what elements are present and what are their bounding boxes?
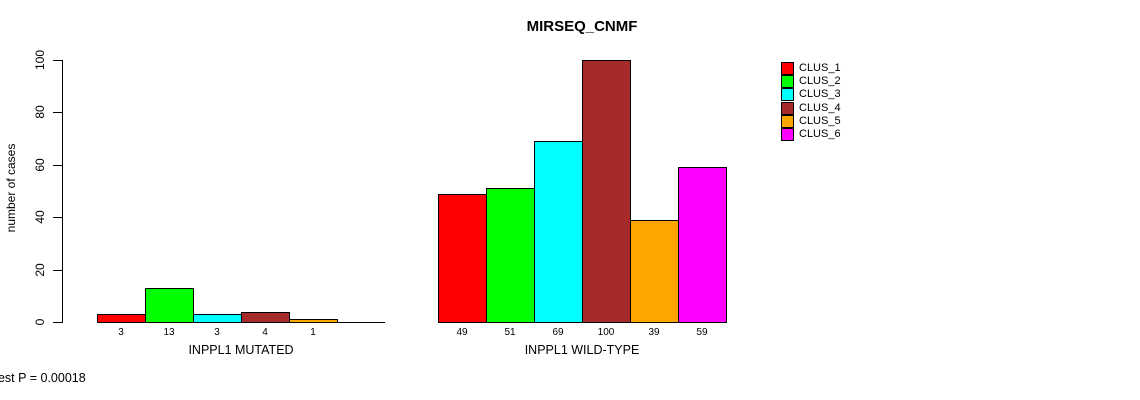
bar-clus_2 bbox=[486, 188, 535, 323]
y-axis-tick bbox=[53, 165, 62, 166]
bar-value-label: 39 bbox=[648, 327, 660, 338]
legend-item-label: CLUS_3 bbox=[799, 88, 841, 101]
y-axis-tick-label: 60 bbox=[33, 158, 47, 172]
bar-value-label: 4 bbox=[262, 327, 268, 338]
legend-item-label: CLUS_4 bbox=[799, 101, 841, 114]
bar-clus_1 bbox=[438, 194, 487, 323]
bar-value-label: 51 bbox=[504, 327, 516, 338]
legend-item: CLUS_2 bbox=[781, 75, 841, 89]
legend-swatch-clus_1 bbox=[781, 62, 794, 76]
bar-clus_5 bbox=[289, 319, 338, 323]
y-axis-tick bbox=[53, 60, 62, 61]
y-axis-tick-label: 20 bbox=[33, 263, 47, 277]
bar-clus_3 bbox=[193, 314, 242, 323]
bar-clus_1 bbox=[97, 314, 146, 323]
chart-title: MIRSEQ_CNMF bbox=[526, 18, 638, 35]
y-axis-tick bbox=[53, 217, 62, 218]
legend-item-label: CLUS_1 bbox=[799, 62, 841, 75]
legend-item: CLUS_3 bbox=[781, 88, 841, 102]
legend-item: CLUS_4 bbox=[781, 101, 841, 115]
bar-value-label: 3 bbox=[214, 327, 220, 338]
y-axis-line bbox=[62, 60, 63, 323]
bar-value-label: 13 bbox=[163, 327, 175, 338]
bar-value-label: 59 bbox=[696, 327, 708, 338]
legend-item-label: CLUS_2 bbox=[799, 75, 841, 88]
y-axis-tick-label: 100 bbox=[33, 49, 47, 71]
legend-item: CLUS_1 bbox=[781, 62, 841, 76]
bar-clus_4 bbox=[241, 312, 290, 323]
bar-clus_4 bbox=[582, 60, 631, 323]
y-axis-tick-label: 80 bbox=[33, 105, 47, 119]
bar-clus_2 bbox=[145, 288, 194, 323]
bar-clus_3 bbox=[534, 141, 583, 323]
bar-value-label: 1 bbox=[310, 327, 316, 338]
legend-swatch-clus_2 bbox=[781, 75, 794, 89]
legend-item-label: CLUS_5 bbox=[799, 114, 841, 127]
legend-item-label: CLUS_6 bbox=[799, 128, 841, 141]
y-axis-tick-label: 40 bbox=[33, 210, 47, 224]
bar-value-label: 49 bbox=[456, 327, 468, 338]
bar-clus_6 bbox=[678, 167, 727, 323]
y-axis-tick bbox=[53, 322, 62, 323]
legend-swatch-clus_4 bbox=[781, 101, 794, 115]
legend-item: CLUS_5 bbox=[781, 114, 841, 128]
legend-swatch-clus_3 bbox=[781, 88, 794, 102]
legend-swatch-clus_5 bbox=[781, 114, 794, 128]
y-axis-tick bbox=[53, 270, 62, 271]
legend-swatch-clus_6 bbox=[781, 128, 794, 142]
legend: CLUS_1 CLUS_2 CLUS_3 CLUS_4 CLUS_5 CLUS_6 bbox=[781, 62, 841, 142]
x-axis-label-wildtype: INPPL1 WILD-TYPE bbox=[524, 343, 640, 357]
fisher-test-annotation: Fisher's exact test P = 0.00018 bbox=[0, 371, 86, 385]
bar-value-label: 69 bbox=[552, 327, 564, 338]
bar-clus_5 bbox=[630, 220, 679, 323]
y-axis-tick bbox=[53, 112, 62, 113]
y-axis-tick-label: 0 bbox=[33, 318, 47, 326]
bar-value-label: 100 bbox=[597, 327, 615, 338]
bar-value-label: 3 bbox=[118, 327, 124, 338]
x-axis-label-mutated: INPPL1 MUTATED bbox=[188, 343, 294, 357]
legend-item: CLUS_6 bbox=[781, 128, 841, 142]
